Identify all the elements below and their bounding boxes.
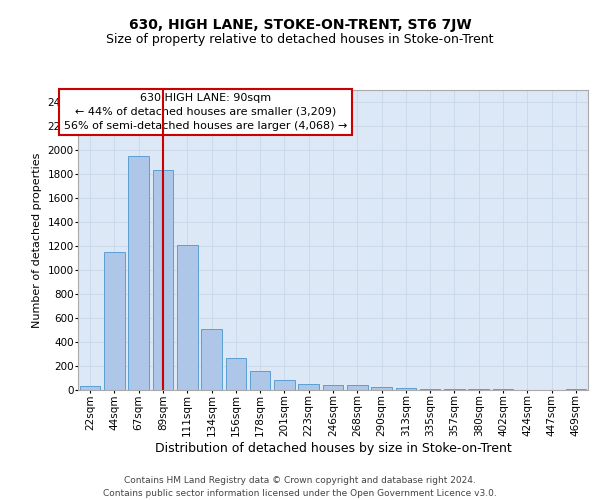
Bar — [420, 388, 440, 390]
Text: Size of property relative to detached houses in Stoke-on-Trent: Size of property relative to detached ho… — [106, 32, 494, 46]
Bar — [566, 389, 586, 390]
Bar — [444, 389, 465, 390]
Bar — [493, 389, 514, 390]
Bar — [152, 170, 173, 390]
Text: 630, HIGH LANE, STOKE-ON-TRENT, ST6 7JW: 630, HIGH LANE, STOKE-ON-TRENT, ST6 7JW — [128, 18, 472, 32]
Bar — [274, 380, 295, 390]
Bar — [298, 384, 319, 390]
Bar — [347, 385, 368, 390]
Bar — [104, 252, 125, 390]
Bar — [177, 245, 197, 390]
Bar — [395, 388, 416, 390]
Bar — [323, 384, 343, 390]
X-axis label: Distribution of detached houses by size in Stoke-on-Trent: Distribution of detached houses by size … — [155, 442, 511, 455]
Text: 630 HIGH LANE: 90sqm
← 44% of detached houses are smaller (3,209)
56% of semi-de: 630 HIGH LANE: 90sqm ← 44% of detached h… — [64, 93, 347, 131]
Y-axis label: Number of detached properties: Number of detached properties — [32, 152, 42, 328]
Bar — [469, 389, 489, 390]
Bar — [371, 388, 392, 390]
Bar — [226, 358, 246, 390]
Text: Contains HM Land Registry data © Crown copyright and database right 2024.
Contai: Contains HM Land Registry data © Crown c… — [103, 476, 497, 498]
Bar — [250, 372, 271, 390]
Bar — [128, 156, 149, 390]
Bar — [80, 386, 100, 390]
Bar — [201, 329, 222, 390]
